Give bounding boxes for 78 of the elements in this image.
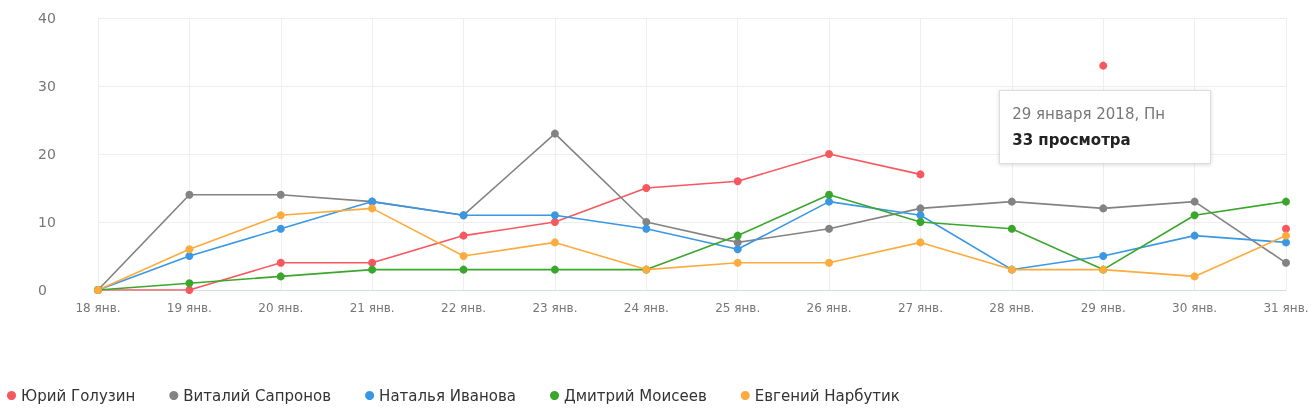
- point: [276, 211, 285, 220]
- point: [276, 224, 285, 233]
- legend-label: Дмитрий Моисеев: [564, 386, 707, 405]
- x-tick-label: 27 янв.: [897, 301, 943, 315]
- x-tick-label: 30 янв.: [1172, 301, 1218, 315]
- x-tick-label: 23 янв.: [532, 301, 578, 315]
- point: [550, 129, 559, 138]
- point: [825, 224, 834, 233]
- point: [1190, 272, 1199, 281]
- x-tick-label: 22 янв.: [441, 301, 487, 315]
- y-tick-label: 10: [38, 214, 56, 230]
- point: [825, 258, 834, 267]
- point: [1007, 197, 1016, 206]
- point: [1007, 224, 1016, 233]
- point: [1099, 61, 1108, 70]
- tooltip-box: 29 января 2018, Пн 33 просмотра: [999, 89, 1212, 164]
- annotation: 33 просмотра: [1012, 129, 1132, 151]
- point: [368, 265, 377, 274]
- x-tick-label: 20 янв.: [258, 301, 304, 315]
- point: [459, 265, 468, 274]
- point: [276, 190, 285, 199]
- point: [550, 211, 559, 220]
- point: [825, 197, 834, 206]
- point: [276, 272, 285, 281]
- y-tick-label: 0: [38, 282, 47, 298]
- point: [276, 258, 285, 267]
- point: [1282, 258, 1290, 267]
- point: [916, 204, 925, 213]
- point: [459, 252, 468, 260]
- point: [1099, 204, 1108, 213]
- point: [1190, 211, 1199, 220]
- point: [733, 177, 742, 186]
- point: [185, 279, 194, 288]
- x-tick-label: 31 янв.: [1263, 301, 1309, 315]
- point: [642, 184, 651, 192]
- point: [733, 258, 742, 267]
- y-tick-label: 40: [38, 10, 56, 26]
- point: [1282, 231, 1290, 240]
- point: [368, 204, 377, 213]
- point: [1190, 231, 1199, 240]
- point: [185, 190, 194, 199]
- point: [642, 218, 651, 226]
- point: [733, 245, 742, 254]
- point: [368, 258, 377, 267]
- y-tick-label: 30: [38, 78, 56, 94]
- point: [550, 218, 559, 226]
- point: [550, 265, 559, 274]
- point: [916, 211, 925, 220]
- x-tick-label: 21 янв.: [349, 301, 395, 315]
- point: [916, 170, 925, 179]
- point: [916, 238, 925, 247]
- point: [642, 224, 651, 233]
- x-tick-label: 24 янв.: [623, 301, 669, 315]
- point: [459, 231, 468, 240]
- x-tick-label: 25 янв.: [715, 301, 761, 315]
- legend-label: Юрий Голузин: [21, 386, 136, 405]
- y-tick-label: 20: [38, 146, 56, 162]
- x-tick-label: 28 янв.: [989, 301, 1035, 315]
- point: [1099, 252, 1108, 260]
- legend-label: Виталий Сапронов: [183, 386, 332, 405]
- point: [550, 238, 559, 247]
- legend-label: Евгений Нарбутик: [754, 386, 900, 405]
- point: [185, 245, 194, 254]
- x-tick-label: 18 янв.: [75, 301, 121, 315]
- point: [185, 286, 194, 294]
- annotation: 29 января 2018, Пн: [1012, 103, 1167, 125]
- legend-label: Наталья Иванова: [379, 386, 517, 405]
- point: [1282, 197, 1290, 206]
- x-tick-label: 26 янв.: [806, 301, 852, 315]
- point: [733, 231, 742, 240]
- x-tick-label: 29 янв.: [1080, 301, 1126, 315]
- point: [185, 252, 194, 260]
- point: [825, 190, 834, 199]
- point: [916, 218, 925, 226]
- point: [1282, 224, 1290, 233]
- point: [825, 150, 834, 158]
- point: [1190, 197, 1199, 206]
- x-tick-label: 19 янв.: [166, 301, 212, 315]
